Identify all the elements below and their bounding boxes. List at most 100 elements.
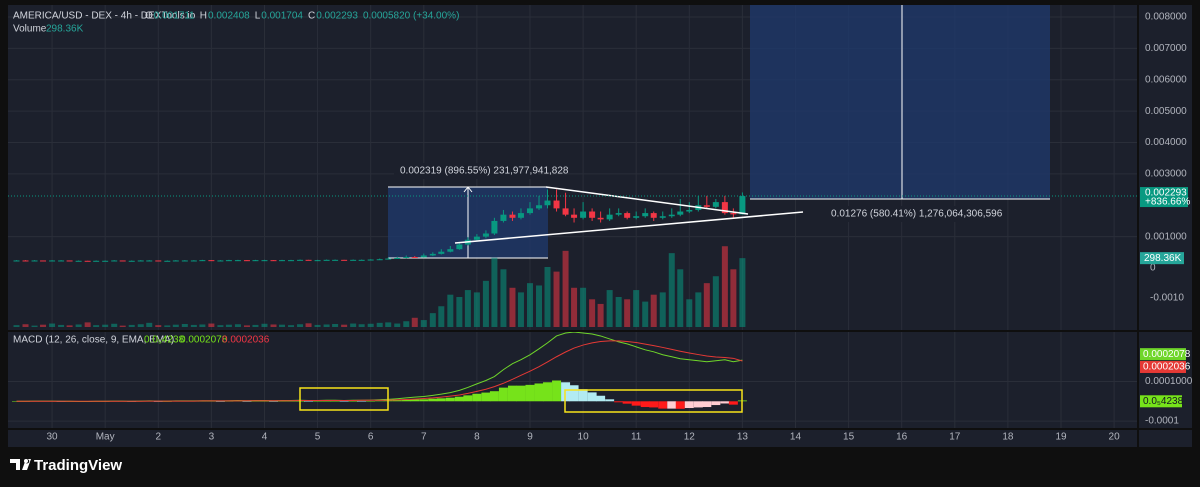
volume-bar (571, 287, 578, 327)
volume-bar (721, 246, 728, 327)
volume-bar (624, 299, 631, 327)
macd-tick-label: 0.0001000 (1145, 376, 1193, 387)
macd-histogram-bar (675, 401, 685, 409)
volume-bar (589, 299, 596, 327)
brand-name[interactable]: TradingView (34, 457, 122, 474)
last-price-label: 0.002293 (1145, 188, 1187, 199)
volume-bar (111, 323, 118, 327)
macd-histogram-bar (614, 401, 624, 403)
candle-body (633, 216, 640, 218)
candle-body (279, 260, 286, 262)
candle-body (172, 260, 179, 262)
candle-body (562, 208, 569, 215)
ohlc-change: 0.0005820 (+34.00%) (363, 11, 459, 22)
macd-histogram-bar (684, 401, 694, 409)
candle-body (261, 260, 268, 262)
volume-bar (695, 292, 702, 327)
candle-body (411, 257, 418, 259)
x-tick-label: 15 (843, 432, 855, 443)
volume-bar (58, 324, 65, 327)
candle-body (199, 260, 206, 262)
volume-bar (217, 325, 224, 327)
volume-bar (642, 301, 649, 327)
macd-histogram-bar (454, 396, 464, 402)
x-tick-label: 4 (262, 432, 268, 443)
x-tick-label: 11 (631, 432, 642, 443)
macd-histogram-bar (569, 385, 579, 402)
candle-body (332, 259, 339, 261)
x-tick-label: 2 (155, 432, 161, 443)
volume-axis-label: -0.0010 (1150, 293, 1184, 304)
volume-bar (49, 323, 56, 327)
candle-body (164, 260, 171, 262)
macd-histogram-bar (410, 399, 420, 402)
trendline-upper[interactable] (545, 186, 749, 215)
volume-bar (199, 324, 206, 327)
macd-histogram-bar (330, 401, 340, 402)
candle-body (668, 214, 675, 217)
ohlc-value: 0.002408 (208, 11, 250, 22)
macd-histogram-bar (658, 401, 668, 409)
volume-bar (332, 324, 339, 327)
macd-histogram-bar (322, 401, 332, 402)
volume-bar (181, 324, 188, 327)
symbol-title: AMERICA/USD - DEX - 4h - DEXTools.io (13, 11, 196, 22)
macd-histogram-bar (507, 385, 517, 402)
macd-histogram-bar (339, 401, 349, 402)
macd-value-label: 0.0002036 (1143, 362, 1191, 373)
volume-bar (544, 267, 551, 327)
volume-bar (491, 257, 498, 327)
candle-body (270, 260, 277, 262)
candle-body (341, 259, 348, 261)
ohlc-key: O (145, 11, 153, 22)
candle-body (403, 257, 410, 259)
volume-bar (297, 324, 304, 327)
volume-bar (394, 323, 401, 327)
macd-histogram-bar (348, 401, 358, 402)
candle-body (252, 260, 259, 262)
macd-histogram-bar (622, 401, 632, 404)
macd-histogram-bar (419, 399, 429, 402)
volume-legend-name: Volume (13, 24, 47, 35)
macd-histogram-bar (357, 401, 367, 402)
trendline-lower[interactable] (454, 211, 804, 244)
volume-bar (172, 324, 179, 327)
x-tick-label: 7 (421, 432, 427, 443)
candle-body (526, 208, 533, 214)
candle-body (739, 196, 746, 215)
x-tick-label: 3 (209, 432, 215, 443)
candle-body (358, 259, 365, 261)
volume-bar (164, 325, 171, 327)
candle-body (429, 253, 436, 256)
volume-bar (13, 325, 20, 327)
candle-body (491, 220, 498, 234)
measure-label-bg (394, 163, 538, 179)
candle-body (13, 260, 20, 262)
candle-body (544, 200, 551, 206)
candle-body (155, 260, 162, 262)
x-tick-label: 8 (474, 432, 480, 443)
volume-bar (208, 323, 215, 327)
macd-histogram-bar (543, 382, 553, 402)
ohlc-value: 0.002293 (316, 11, 358, 22)
volume-bar (358, 324, 365, 327)
volume-bar (31, 325, 38, 327)
volume-bar (225, 324, 232, 327)
volume-bar (252, 324, 259, 327)
macd-histogram-bar (631, 401, 641, 406)
candle-body (438, 251, 445, 254)
macd-histogram-bar (428, 398, 438, 402)
position-target-box[interactable] (750, 5, 1050, 199)
volume-bar (686, 299, 693, 327)
ohlc-key: H (200, 11, 207, 22)
volume-bar (102, 324, 109, 327)
y-tick-label: 0.005000 (1145, 106, 1187, 117)
ohlc-value: 0.001704 (261, 11, 303, 22)
macd-legend-hist: 0.0₅4238 (144, 335, 185, 346)
candle-body (66, 260, 73, 262)
macd-histogram-bar (445, 397, 455, 402)
highlight-box (299, 387, 389, 411)
ohlc-key: C (308, 11, 315, 22)
candle-body (650, 213, 657, 218)
